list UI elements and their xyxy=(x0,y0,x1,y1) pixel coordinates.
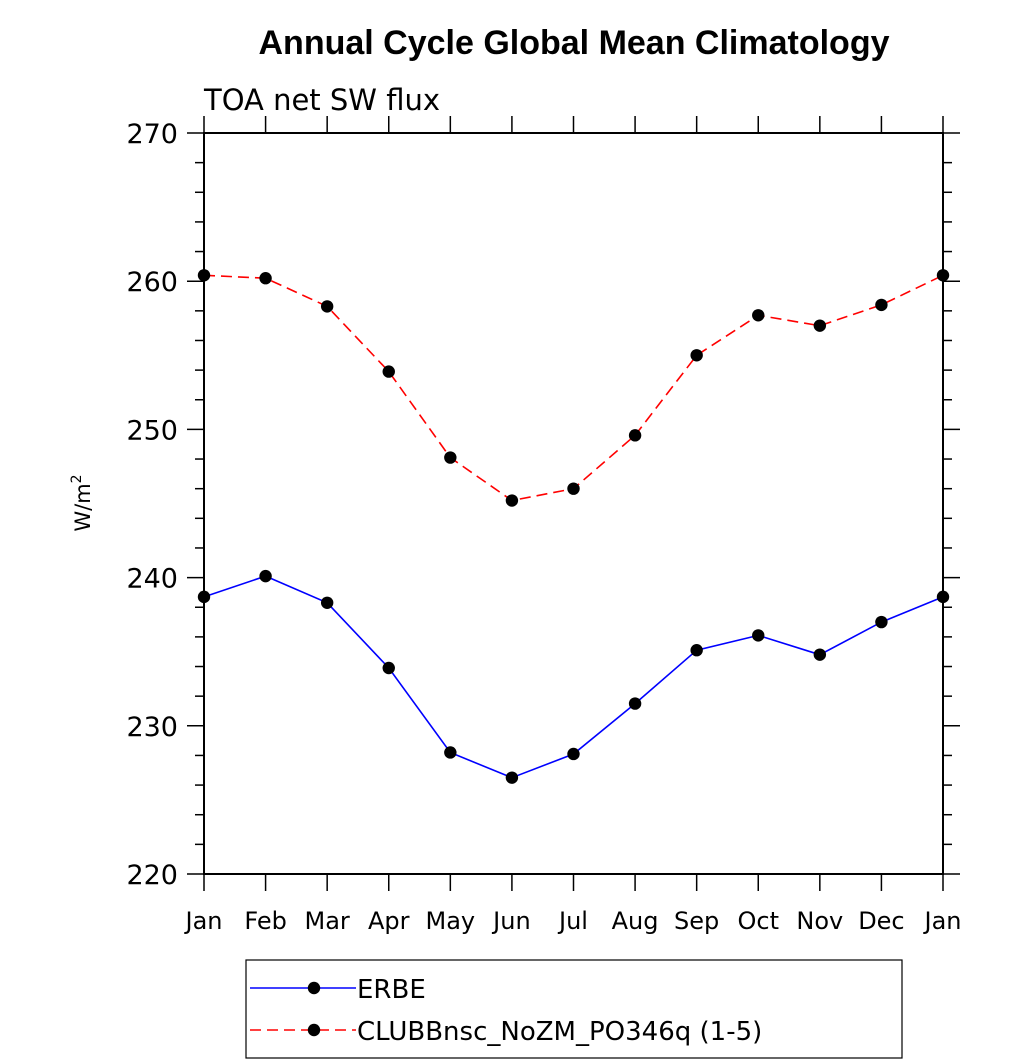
legend-box xyxy=(245,959,903,1059)
x-tick-label: Feb xyxy=(244,907,287,935)
data-point xyxy=(936,269,950,282)
data-point xyxy=(320,596,334,609)
data-point xyxy=(690,349,703,362)
data-point xyxy=(320,300,334,313)
x-tick-label: Jul xyxy=(557,907,588,935)
data-point xyxy=(567,747,580,761)
data-point xyxy=(936,590,950,604)
data-point xyxy=(567,482,580,495)
series-layer xyxy=(197,269,950,784)
y-tick-label: 230 xyxy=(126,712,178,743)
y-axis-label: W/m2 xyxy=(69,474,95,531)
x-tick-label: Jan xyxy=(923,907,962,935)
legend-label-0: ERBE xyxy=(357,975,426,1005)
data-point xyxy=(197,269,211,282)
x-tick-label: Dec xyxy=(858,907,904,935)
major-ticks xyxy=(187,116,960,891)
x-tick-label: May xyxy=(426,907,476,935)
data-point xyxy=(628,429,642,442)
data-point xyxy=(813,648,827,661)
legend-marker xyxy=(307,981,321,995)
series-line-0 xyxy=(203,575,944,779)
x-tick-label: Mar xyxy=(305,907,350,935)
data-point xyxy=(752,629,765,642)
y-tick-label: 250 xyxy=(126,415,178,446)
y-tick-labels: 220 230 240 250 260 270 xyxy=(126,119,178,891)
data-point xyxy=(444,451,457,464)
data-point xyxy=(259,272,272,285)
legend-label-1: CLUBBnsc_NoZM_PO346q (1-5) xyxy=(357,1017,762,1047)
data-point xyxy=(505,771,519,784)
y-tick-label: 220 xyxy=(126,860,178,891)
data-point xyxy=(382,365,395,378)
y-tick-label: 270 xyxy=(126,119,178,150)
data-point xyxy=(813,319,827,332)
x-tick-label: Jan xyxy=(184,907,223,935)
x-tick-label: Oct xyxy=(738,907,780,935)
chart-subtitle: TOA net SW flux xyxy=(203,83,440,117)
data-point xyxy=(628,697,642,710)
x-tick-label: Aug xyxy=(612,907,659,935)
minor-ticks xyxy=(195,161,952,846)
chart-title: Annual Cycle Global Mean Climatology xyxy=(259,24,890,62)
data-point xyxy=(875,615,888,629)
plot-frame xyxy=(203,132,944,875)
y-tick-label: 260 xyxy=(126,267,178,298)
legend-marker xyxy=(307,1023,321,1037)
data-point xyxy=(505,494,519,507)
data-point xyxy=(382,661,395,675)
x-tick-label: Sep xyxy=(674,907,719,935)
series-line-1 xyxy=(203,274,944,502)
x-tick-label: Jun xyxy=(491,907,531,935)
data-point xyxy=(197,590,211,604)
data-point xyxy=(875,298,888,312)
data-point xyxy=(752,309,765,322)
x-tick-labels: Jan Feb Mar Apr May Jun Jul Aug Sep Oct Nov Dec Jan xyxy=(184,907,962,935)
data-point xyxy=(259,569,272,583)
x-tick-label: Apr xyxy=(368,907,410,935)
legend: ERBE CLUBBnsc_NoZM_PO346q (1-5) xyxy=(250,975,762,1047)
y-tick-label: 240 xyxy=(126,564,178,595)
data-point xyxy=(444,746,457,759)
data-point xyxy=(690,644,703,657)
x-tick-label: Nov xyxy=(796,907,843,935)
